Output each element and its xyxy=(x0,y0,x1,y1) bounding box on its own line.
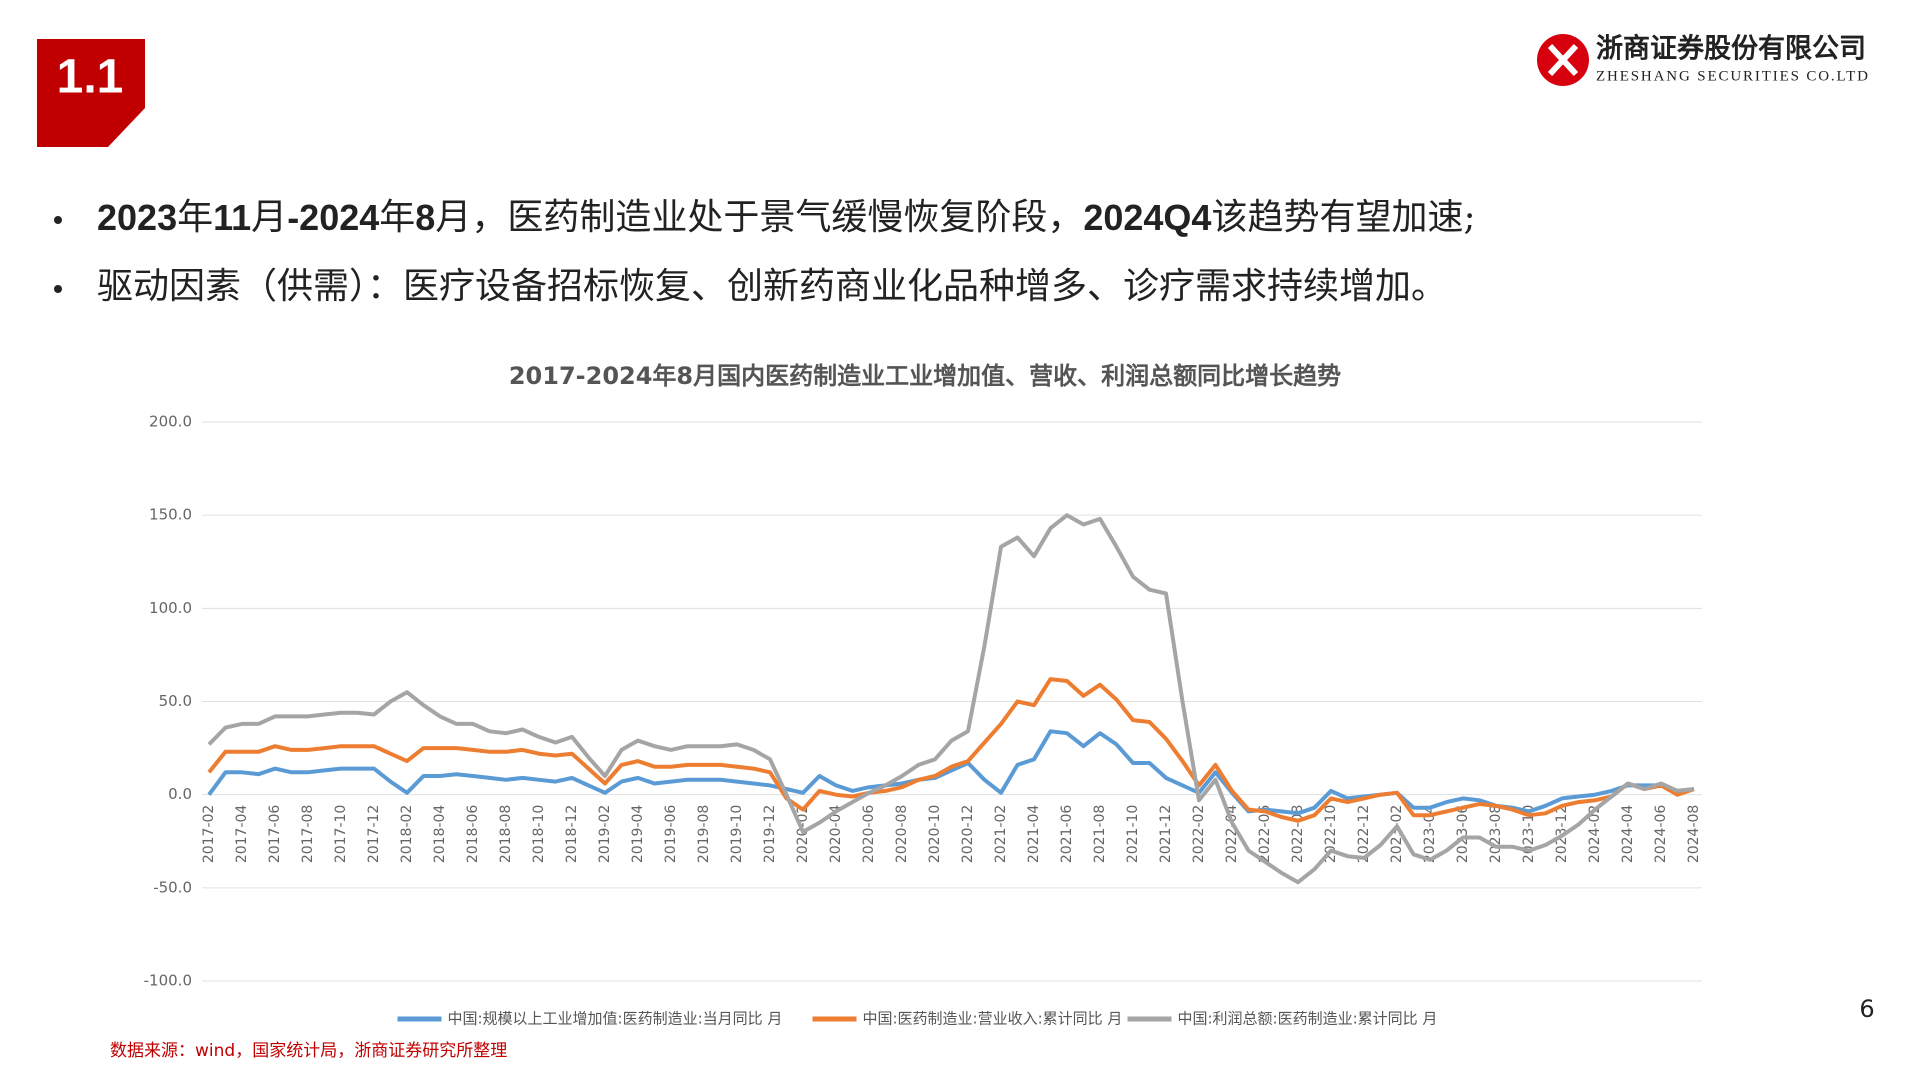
y-tick-label: -50.0 xyxy=(153,878,192,896)
x-tick-label: 2019-02 xyxy=(597,805,613,864)
bullet-segment: 驱动因素（供需）：医疗设备招标恢复、创新药商业化品种增多、诊疗需求持续增加。 xyxy=(97,266,1447,307)
x-tick-label: 2019-10 xyxy=(729,805,745,864)
bullet-segment: 2023 xyxy=(97,197,177,238)
logo: 浙商证券股份有限公司 ZHESHANG SECURITIES CO.LTD xyxy=(1537,33,1868,86)
bullet-segment: 月，医药制造业处于景气缓慢恢复阶段， xyxy=(435,197,1083,238)
x-tick-label: 2021-02 xyxy=(993,805,1009,864)
x-tick-label: 2020-02 xyxy=(795,805,811,864)
section-badge xyxy=(37,39,145,147)
logo-english: ZHESHANG SECURITIES CO.LTD xyxy=(1596,68,1868,84)
data-line xyxy=(207,513,1695,885)
x-tick-label: 2020-06 xyxy=(861,805,877,864)
x-tick-label: 2018-04 xyxy=(432,805,448,864)
section-number: 1.1 xyxy=(57,51,124,104)
x-tick-label: 2019-08 xyxy=(696,805,712,864)
x-tick-label: 2017-08 xyxy=(300,805,316,864)
x-tick-label: 2018-06 xyxy=(465,805,481,864)
bullet-text: 2023年11月-2024年8月，医药制造业处于景气缓慢恢复阶段，2024Q4该… xyxy=(97,197,1476,238)
y-tick-label: 150.0 xyxy=(149,506,192,524)
x-tick-label: 2019-06 xyxy=(663,805,679,864)
chart-title: 2017-2024年8月国内医药制造业工业增加值、营收、利润总额同比增长趋势 xyxy=(509,362,1341,390)
x-tick-label: 2021-04 xyxy=(1026,805,1042,864)
y-tick-label: 200.0 xyxy=(149,413,192,431)
x-tick-label: 2021-12 xyxy=(1158,805,1174,864)
x-tick-label: 2022-06 xyxy=(1257,805,1273,864)
bullet-segment: 8 xyxy=(415,197,435,238)
y-tick-label: 50.0 xyxy=(159,692,192,710)
x-tick-label: 2017-02 xyxy=(201,805,217,864)
bullet-segment: 该趋势有望加速; xyxy=(1211,197,1475,238)
x-tick-label: 2018-08 xyxy=(498,805,514,864)
x-tick-label: 2021-08 xyxy=(1092,805,1108,864)
logo-name: 浙商证券股份有限公司 xyxy=(1596,33,1866,65)
x-tick-label: 2022-04 xyxy=(1224,805,1240,864)
x-tick-label: 2024-04 xyxy=(1620,805,1636,864)
x-tick-label: 2020-04 xyxy=(828,805,844,864)
x-tick-label: 2018-12 xyxy=(564,805,580,864)
x-tick-label: 2022-12 xyxy=(1356,805,1372,864)
x-tick-label: 2017-04 xyxy=(234,805,250,864)
source-note: 数据来源：wind，国家统计局，浙商证券研究所整理 xyxy=(110,1041,507,1061)
x-tick-label: 2024-08 xyxy=(1686,805,1702,864)
bullet-segment: 2024Q4 xyxy=(1083,197,1211,238)
legend-label: 中国:规模以上工业增加值:医药制造业:当月同比 月 xyxy=(448,1010,783,1028)
y-tick-label: 100.0 xyxy=(149,599,192,617)
data-line xyxy=(207,729,1695,816)
x-tick-label: 2017-10 xyxy=(333,805,349,864)
x-tick-label: 2017-06 xyxy=(267,805,283,864)
x-tick-label: 2023-06 xyxy=(1455,805,1471,864)
x-tick-label: 2021-10 xyxy=(1125,805,1141,864)
x-tick-label: 2023-08 xyxy=(1488,805,1504,864)
legend-label: 中国:利润总额:医药制造业:累计同比 月 xyxy=(1178,1010,1438,1028)
x-tick-label: 2024-02 xyxy=(1587,805,1603,864)
y-tick-label: 0.0 xyxy=(168,785,192,803)
x-tick-label: 2022-10 xyxy=(1323,805,1339,864)
bullet-segment: 年 xyxy=(379,197,415,238)
x-tick-label: 2024-06 xyxy=(1653,805,1669,864)
x-tick-label: 2018-02 xyxy=(399,805,415,864)
x-tick-label: 2020-08 xyxy=(894,805,910,864)
x-tick-label: 2019-12 xyxy=(762,805,778,864)
bullet-dot xyxy=(54,285,62,293)
x-tick-label: 2017-12 xyxy=(366,805,382,864)
x-tick-label: 2023-02 xyxy=(1389,805,1405,864)
page-number: 6 xyxy=(1859,995,1874,1023)
y-tick-label: -100.0 xyxy=(144,972,192,990)
logo-mark xyxy=(1547,43,1579,77)
bullet-segment: -2024 xyxy=(287,197,379,238)
data-line xyxy=(207,677,1695,823)
bullet-text: 驱动因素（供需）：医疗设备招标恢复、创新药商业化品种增多、诊疗需求持续增加。 xyxy=(97,266,1447,307)
bullet-segment: 年 xyxy=(177,197,213,238)
x-tick-label: 2020-10 xyxy=(927,805,943,864)
bullet-segment: 11 xyxy=(213,197,251,238)
x-tick-label: 2018-10 xyxy=(531,805,547,864)
x-tick-label: 2020-12 xyxy=(960,805,976,864)
x-tick-label: 2021-06 xyxy=(1059,805,1075,864)
bullet-dot xyxy=(54,216,62,224)
x-tick-label: 2019-04 xyxy=(630,805,646,864)
x-tick-label: 2023-04 xyxy=(1422,805,1438,864)
bullet-segment: 月 xyxy=(251,197,287,238)
legend-label: 中国:医药制造业:营业收入:累计同比 月 xyxy=(863,1010,1123,1028)
x-tick-label: 2022-02 xyxy=(1191,805,1207,864)
